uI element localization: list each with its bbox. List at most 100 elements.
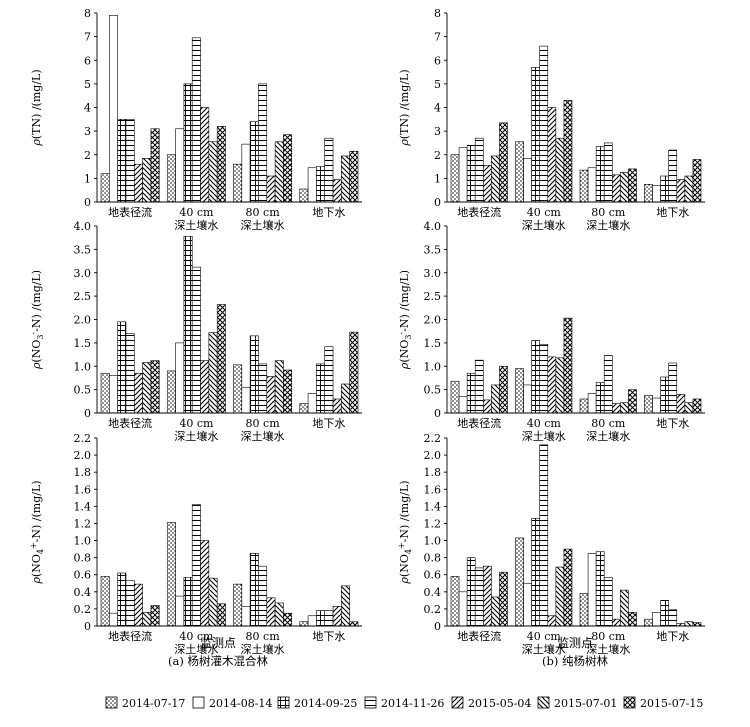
bar-tn_b-2015-05-04-3	[676, 179, 686, 203]
y-axis-label-nh4_a: ρ(NO4+-N) /(mg/L)	[29, 480, 45, 584]
bar-tn_b-2015-07-01-2	[620, 172, 629, 203]
bar-nh4_a-2015-07-15-1	[216, 603, 226, 627]
category-label-no3_a-0: 地表径流	[108, 416, 152, 430]
bar-nh4_a-2014-11-26-0	[125, 580, 135, 627]
bar-tn_b-2015-07-01-3	[684, 175, 694, 203]
bar-tn_b-2014-07-17-1	[515, 141, 524, 203]
bar-no3_b-2015-07-15-2	[628, 389, 637, 414]
category-label-tn_b-0: 地表径流	[457, 205, 501, 219]
bar-no3_b-2014-09-25-3	[660, 376, 670, 414]
bar-nh4_b-2014-09-25-3	[660, 600, 670, 627]
y-tick-label-nh4_a: 0.8	[74, 552, 92, 565]
bar-nh4_b-2014-07-17-2	[579, 593, 589, 627]
bar-nh4_b-2015-07-15-2	[628, 612, 637, 627]
bar-no3_b-2014-08-14-2	[587, 393, 597, 414]
bar-no3_a-2014-07-17-2	[233, 364, 243, 414]
category-label-nh4_b-1: 40 cm	[527, 630, 562, 643]
bar-tn_b-2014-09-25-0	[466, 145, 476, 203]
bar-nh4_b-2014-08-14-1	[523, 582, 532, 627]
bar-no3_b-2015-05-04-2	[611, 403, 621, 414]
bar-tn_b-2014-09-25-3	[660, 175, 670, 203]
bar-no3_a-2015-07-01-1	[208, 332, 218, 414]
bar-tn_a-2015-07-01-0	[142, 157, 152, 203]
legend-label-2014-11-26: 2014-11-26	[381, 697, 444, 710]
bar-nh4_b-2015-07-15-3	[692, 622, 702, 627]
bar-no3_b-2015-07-01-0	[491, 384, 500, 414]
y-tick-label-nh4_b: 1.6	[424, 483, 442, 496]
category-label-nh4_a-0: 地表径流	[108, 629, 152, 643]
y-tick-label-no3_a: 1.5	[74, 337, 92, 350]
y-tick-label-nh4_b: 0.8	[424, 552, 442, 565]
bar-nh4_b-2014-09-25-1	[531, 518, 541, 627]
legend-label-2015-07-01: 2015-07-01	[554, 697, 617, 710]
bar-no3_a-2014-08-14-2	[241, 386, 251, 414]
bar-no3_a-2015-05-04-0	[133, 372, 143, 414]
category-label-nh4_a-1: 深土壤水	[174, 642, 218, 656]
y-tick-label-tn_b: 2	[434, 149, 441, 162]
bar-tn_b-2014-07-17-2	[579, 169, 589, 203]
category-label-no3_a-1: 深土壤水	[174, 429, 218, 443]
bar-nh4_a-2015-07-01-0	[142, 612, 152, 627]
legend-swatch-2014-08-14	[192, 696, 205, 709]
bar-tn_a-2015-07-01-2	[274, 141, 284, 203]
category-label-no3_a-2: 80 cm	[246, 417, 281, 430]
y-tick-label-no3_a: 4.0	[74, 220, 92, 233]
category-label-tn_b-2: 深土壤水	[586, 218, 630, 232]
bar-tn_a-2014-08-14-3	[307, 167, 317, 203]
category-label-no3_b-1: 深土壤水	[522, 429, 566, 443]
category-label-tn_a-1: 深土壤水	[174, 218, 218, 232]
bar-tn_b-2015-07-15-2	[628, 168, 637, 203]
y-tick-label-no3_a: 0	[84, 407, 91, 420]
category-label-no3_b-1: 40 cm	[527, 417, 562, 430]
bar-tn_b-2015-07-01-0	[491, 155, 500, 203]
bar-no3_b-2014-08-14-1	[523, 384, 532, 414]
category-label-tn_b-1: 深土壤水	[522, 218, 566, 232]
bar-tn_b-2014-08-14-0	[458, 147, 468, 203]
bar-no3_b-2014-11-26-1	[539, 343, 549, 414]
bar-no3_b-2014-07-17-1	[515, 368, 524, 414]
bar-nh4_a-2014-08-14-2	[241, 606, 251, 627]
y-tick-label-no3_a: 2.0	[74, 314, 92, 327]
y-tick-label-nh4_a: 2.0	[74, 449, 92, 462]
bar-tn_a-2015-07-15-0	[150, 128, 160, 203]
bar-tn_a-2014-09-25-1	[183, 83, 193, 203]
bar-no3_b-2014-11-26-3	[668, 362, 678, 414]
y-tick-label-tn_a: 0	[84, 196, 91, 209]
bar-no3_b-2015-07-01-3	[684, 402, 694, 414]
y-tick-label-tn_b: 1	[434, 172, 441, 185]
bar-tn_a-2014-07-17-0	[100, 173, 110, 203]
category-label-tn_a-1: 40 cm	[179, 206, 214, 219]
bar-no3_a-2015-07-15-2	[283, 369, 293, 414]
y-tick-label-tn_b: 4	[434, 102, 441, 115]
bar-nh4_b-2014-11-26-0	[474, 567, 484, 627]
bar-no3_b-2015-07-01-2	[620, 402, 629, 414]
y-tick-label-nh4_b: 1.8	[424, 466, 442, 479]
y-tick-label-nh4_b: 1.2	[424, 517, 442, 530]
bar-no3_a-2014-08-14-0	[109, 375, 118, 414]
legend-swatch-2014-11-26	[364, 696, 377, 709]
bar-nh4_a-2014-09-25-3	[316, 610, 326, 627]
bar-tn_a-2014-08-14-1	[175, 128, 185, 203]
bar-nh4_a-2015-07-15-0	[150, 605, 160, 627]
bar-no3_a-2015-07-01-2	[274, 360, 284, 414]
bar-no3_a-2014-11-26-0	[125, 333, 135, 414]
y-tick-label-nh4_b: 0.4	[424, 586, 442, 599]
legend-swatch-2015-07-15	[623, 696, 636, 709]
bar-no3_a-2014-07-17-3	[299, 403, 309, 414]
y-tick-label-nh4_a: 1.6	[74, 483, 92, 496]
bar-nh4_b-2015-05-04-0	[482, 565, 492, 627]
y-tick-label-tn_a: 2	[84, 149, 91, 162]
bar-no3_a-2014-11-26-3	[324, 346, 334, 414]
bar-tn_b-2015-07-15-0	[499, 122, 508, 203]
bar-no3_a-2014-09-25-1	[183, 235, 193, 414]
y-tick-label-no3_b: 0	[434, 407, 441, 420]
y-tick-label-nh4_a: 0	[84, 620, 91, 633]
bar-nh4_b-2015-07-01-2	[620, 589, 629, 627]
bar-no3_b-2014-07-17-2	[579, 398, 589, 414]
y-tick-label-tn_b: 3	[434, 125, 441, 138]
category-label-tn_b-2: 80 cm	[591, 206, 626, 219]
bar-nh4_b-2014-08-14-2	[587, 553, 597, 627]
y-tick-label-nh4_a: 1.0	[74, 535, 92, 548]
